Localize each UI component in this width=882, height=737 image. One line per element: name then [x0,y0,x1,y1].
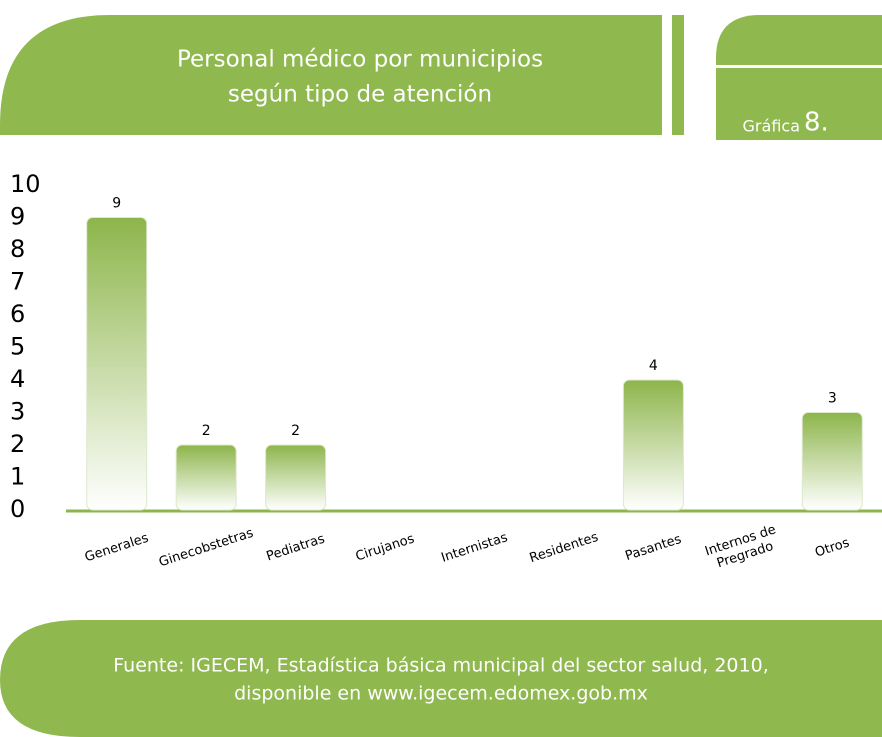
x-tick-label: Pediatras [265,531,327,564]
x-tick-label: Pasantes [623,532,683,564]
bar [86,217,148,511]
x-tick-label: Ginecobstetras [157,526,255,571]
y-tick-label: 0 [10,495,25,523]
x-tick-label: Generales [83,531,151,566]
bar [622,379,684,511]
y-tick-label: 9 [10,203,25,231]
y-tick-label: 4 [10,365,25,393]
chart-title: según tipo de atención [228,82,492,108]
x-tick-label: Generales [83,531,151,566]
y-tick-label: 5 [10,333,25,361]
x-tick-label: Cirujanos [354,531,417,564]
source: disponible en www.igecem.edomex.gob.mx [234,683,648,705]
x-tick-label: Internistas [439,530,509,566]
x-tick-label: Residentes [528,530,601,566]
y-tick-label: 7 [10,268,25,296]
bar [175,444,237,511]
source: Fuente: IGECEM, Estadística básica munic… [113,655,768,677]
x-tick-label: Ginecobstetras [157,526,255,571]
x-tick-label: Otros [813,535,851,560]
y-tick-label: 10 [10,170,41,198]
data-label: 4 [649,358,658,374]
x-tick-label: Residentes [528,530,601,566]
y-tick-label: 2 [10,430,25,458]
footer-band [0,620,882,737]
badge-label: Gráfica [743,117,800,136]
data-label: 2 [291,423,300,439]
y-tick-label: 1 [10,463,25,491]
y-tick-label: 6 [10,300,25,328]
header-divider [672,15,684,135]
badge-number: 8. [804,108,829,138]
y-tick-label: 3 [10,398,25,426]
bar [801,412,863,511]
bar [265,444,327,511]
x-tick-label: Otros [813,535,851,560]
y-tick-label: 8 [10,235,25,263]
x-tick-label: Pasantes [623,532,683,564]
header-band [0,15,662,135]
data-label: 2 [202,423,211,439]
x-tick-label: Cirujanos [354,531,417,564]
badge-top [716,15,882,65]
x-tick-label: Pediatras [265,531,327,564]
badge [716,68,882,140]
data-label: 3 [828,391,837,407]
x-tick-label: Internistas [439,530,509,566]
data-label: 9 [112,196,121,212]
chart-title: Personal médico por municipios [177,47,543,73]
